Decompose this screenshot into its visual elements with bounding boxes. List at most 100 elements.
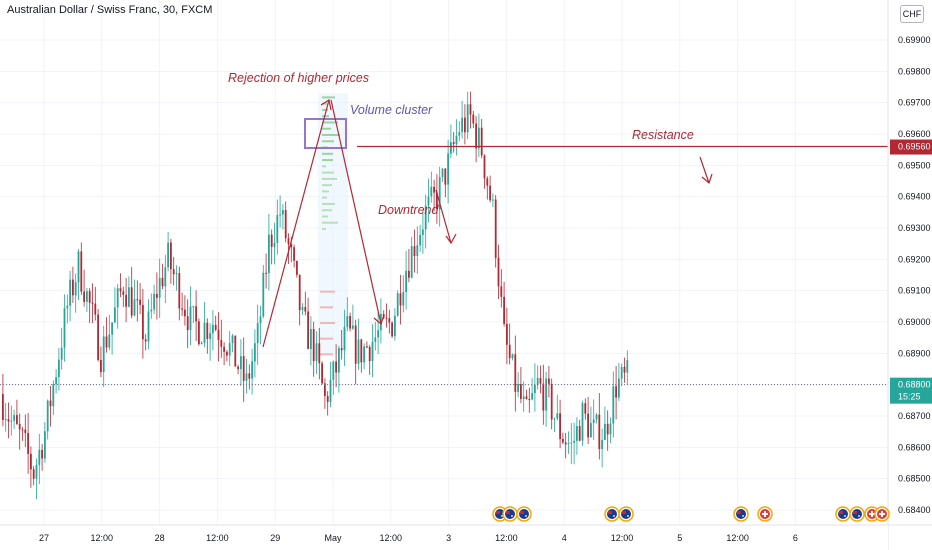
candle-body [486, 178, 489, 186]
bar-countdown-text: 15:25 [898, 392, 921, 402]
candle-body [153, 293, 155, 310]
candle-body [307, 311, 309, 349]
candle-body [424, 205, 427, 230]
candle-body [542, 383, 545, 411]
y-tick-label: 0.69100 [898, 286, 931, 296]
candle-body [102, 336, 105, 373]
candle-body [360, 339, 363, 363]
candle-body [130, 287, 133, 316]
rejection-arrow-line [330, 99, 382, 325]
candle-body [83, 291, 85, 302]
candle-body [534, 384, 536, 394]
australian-flag-icon[interactable] [502, 506, 518, 522]
candle-body [522, 396, 525, 400]
candle-body [514, 354, 517, 392]
currency-badge[interactable]: CHF [900, 5, 924, 23]
candle-body [441, 168, 444, 177]
candle-body [192, 306, 195, 308]
downtrend-arrow-head [445, 233, 457, 245]
candle-body [304, 307, 307, 312]
candle-body [559, 413, 561, 439]
candle-body [7, 419, 10, 422]
candle-body [147, 311, 150, 342]
volume-profile-bar [322, 140, 334, 143]
australian-flag-icon[interactable] [604, 506, 620, 522]
candle-body [318, 343, 321, 364]
candle-body [77, 251, 80, 283]
candle-body [517, 384, 519, 392]
australian-flag-icon[interactable] [733, 506, 749, 522]
volume-profile-bar [320, 353, 333, 356]
economic-calendar-events[interactable] [492, 506, 890, 522]
volume-profile-bar [322, 202, 335, 205]
candle-body [419, 234, 421, 246]
candle-body [290, 244, 293, 248]
resistance-arrow-line [699, 156, 710, 184]
resistance-annotation: Resistance [632, 128, 694, 142]
volume-profile-bar [322, 209, 332, 212]
candle-body [206, 322, 209, 339]
time-axis[interactable]: 27 12:00 28 12:00 29 May 12:00 3 12:00 4 12:00 5 12:… [0, 524, 932, 550]
candle-body [620, 366, 623, 379]
candle-body [332, 361, 335, 380]
candle-body [408, 270, 410, 278]
candle-body [584, 403, 587, 414]
candle-body [270, 234, 273, 247]
candle-body [312, 329, 315, 362]
candle-body [427, 196, 430, 206]
candle-body [422, 229, 424, 235]
candle-body [458, 132, 461, 136]
candle-body [494, 199, 497, 258]
candle-body [405, 270, 407, 293]
candle-body [447, 153, 449, 185]
candle-body [396, 293, 399, 316]
candle-body [592, 419, 595, 424]
downtrend-annotation: Downtrend [378, 203, 439, 217]
candle-body [49, 400, 52, 407]
price-axis[interactable]: 0.69900 0.69800 0.69700 0.69600 0.69500 0.694… [887, 0, 932, 550]
candle-body [576, 426, 578, 441]
volume-cluster-box[interactable] [304, 118, 347, 149]
volume-profile-bar [322, 96, 335, 99]
candle-body [186, 316, 189, 331]
candle-body [203, 322, 206, 343]
candle-body [349, 316, 351, 329]
candle-body [256, 323, 259, 344]
x-tick-label: 12:00 [611, 533, 634, 543]
volume-cluster-annotation: Volume cluster [350, 103, 433, 117]
swiss-flag-icon[interactable] [874, 506, 890, 522]
candle-body [570, 442, 573, 444]
y-tick-label: 0.68400 [898, 505, 931, 515]
candle-body [10, 420, 13, 422]
volume-profile-bar [322, 121, 338, 124]
candle-body [296, 260, 298, 275]
candle-body [175, 273, 178, 275]
candle-body [528, 399, 531, 401]
candle-body [525, 396, 528, 400]
candle-body [480, 127, 483, 156]
candle-body [231, 335, 234, 344]
candle-body [399, 293, 402, 306]
candle-body [335, 361, 337, 373]
candle-body [248, 373, 251, 379]
candle-body [35, 464, 38, 479]
candle-body [324, 383, 326, 397]
candle-body [214, 324, 217, 330]
australian-flag-icon[interactable] [849, 506, 865, 522]
candle-body [158, 277, 161, 298]
y-tick-label: 0.69300 [898, 223, 931, 233]
candle-body [531, 393, 533, 400]
candle-body [262, 272, 265, 317]
y-tick-label: 0.69900 [898, 35, 931, 45]
candlesticks[interactable] [2, 91, 629, 500]
rejection-annotation: Rejection of higher prices [228, 71, 369, 85]
swiss-flag-icon[interactable] [757, 506, 773, 522]
resistance-arrow-head [701, 173, 713, 185]
candle-body [172, 269, 175, 275]
australian-flag-icon[interactable] [835, 506, 851, 522]
candle-body [189, 306, 192, 331]
australian-flag-icon[interactable] [618, 506, 634, 522]
australian-flag-icon[interactable] [516, 506, 532, 522]
candle-body [251, 361, 253, 379]
